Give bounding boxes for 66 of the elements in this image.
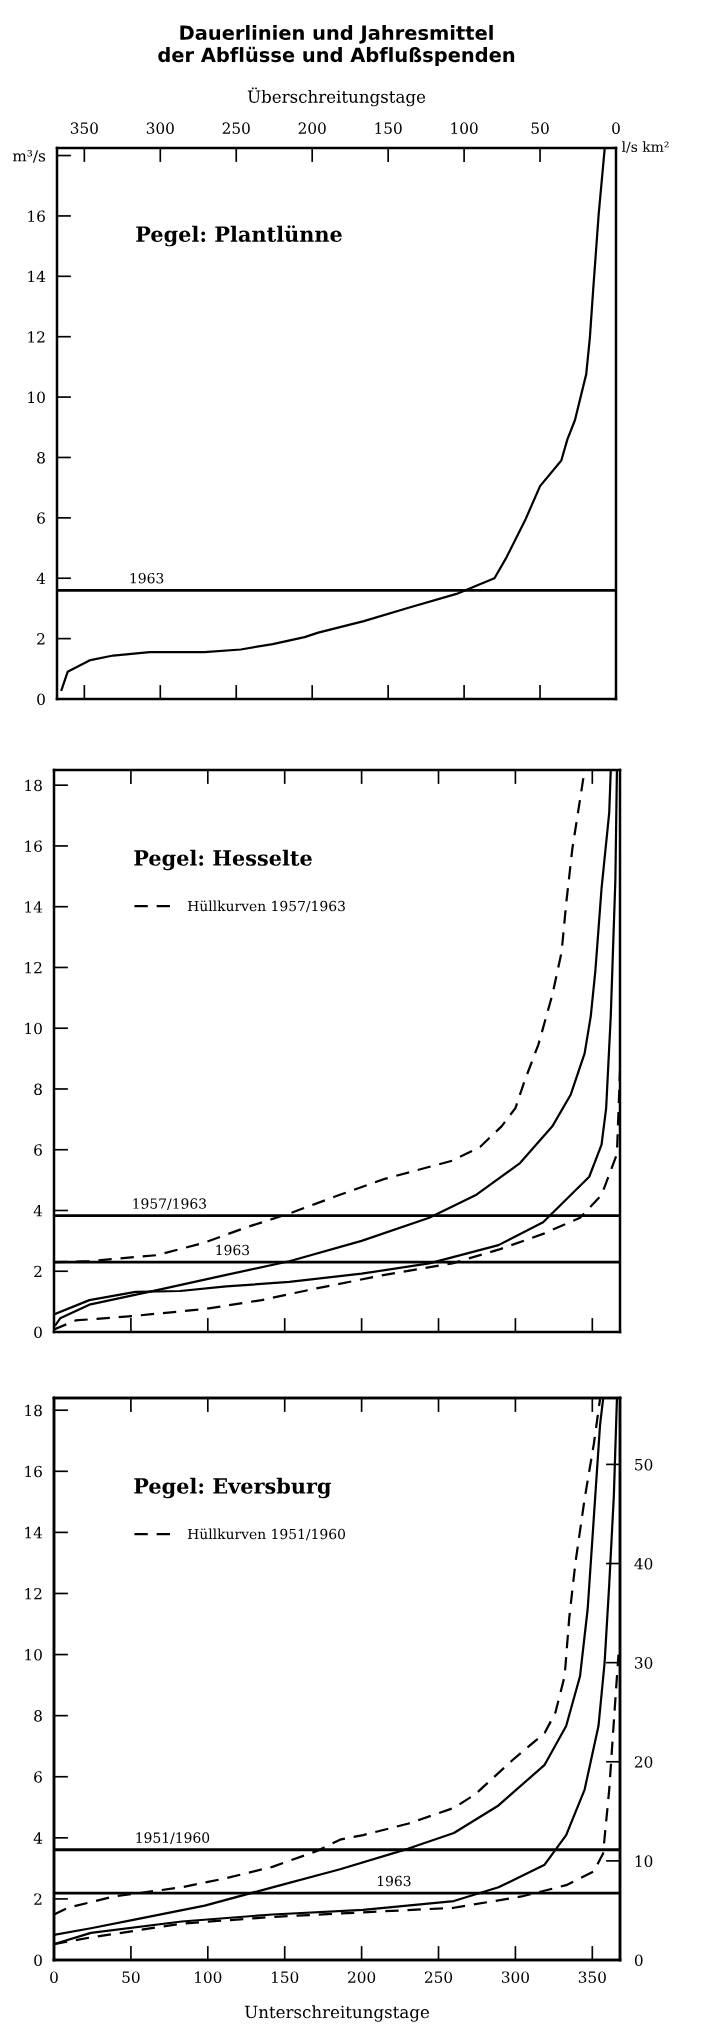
x-tick-label: 350 [578, 1971, 606, 1983]
y-tick-label: 6 [37, 512, 45, 524]
annotation: Pegel: Eversburg [134, 1477, 332, 1499]
y-tick-label: 14 [28, 270, 46, 283]
y-tick-label: 10 [25, 1022, 42, 1035]
annotation: 1963 [216, 1244, 250, 1256]
y2-tick-label: 0 [634, 1954, 643, 1967]
x-tick-label: 50 [531, 122, 549, 134]
y-tick-label: 6 [34, 1771, 42, 1783]
y-tick-label: 18 [25, 1404, 42, 1417]
x-tick-label: 200 [348, 1971, 376, 1983]
annotation: 1963 [377, 1875, 411, 1887]
x-tick-label: 200 [298, 122, 326, 134]
y2-tick-label: 10 [635, 1855, 653, 1867]
y2-tick-label: 30 [635, 1657, 653, 1669]
annotation: 1951/1960 [136, 1832, 210, 1844]
y-tick-label: 12 [28, 331, 45, 343]
x-tick-label: 300 [146, 122, 174, 134]
y-tick-label: 12 [25, 961, 42, 974]
annotation: Pegel: Plantlünne [136, 225, 342, 247]
annotation: 1957/1963 [133, 1198, 207, 1210]
y-tick-label: 0 [34, 1954, 42, 1967]
legend-label: Hüllkurven 1957/1963 [187, 900, 345, 913]
annotation: 1963 [130, 572, 164, 584]
y-tick-label: 14 [25, 901, 43, 913]
y-tick-label: 0 [37, 693, 45, 706]
x-tick-label: 250 [424, 1971, 453, 1983]
y-tick-label: 2 [34, 1265, 42, 1278]
x-tick-label: 100 [451, 122, 478, 134]
x-tick-label: 0 [612, 122, 620, 134]
y-tick-label: 0 [34, 1326, 42, 1339]
y-tick-label: m³/s [12, 150, 46, 163]
y2-tick-label: 50 [635, 1458, 653, 1471]
y-tick-label: 16 [25, 1465, 42, 1478]
x-tick-label: 350 [70, 122, 98, 134]
y-tick-label: 2 [34, 1893, 42, 1905]
y-tick-label: 8 [34, 1083, 42, 1095]
x-tick-label: 150 [271, 1971, 299, 1983]
y-tick-label: 12 [25, 1587, 42, 1600]
x-tick-label: 50 [122, 1971, 140, 1983]
y2-tick-label: 40 [634, 1557, 653, 1570]
y-tick-label: 16 [25, 840, 42, 852]
text: l/s km² [621, 141, 669, 154]
x-axis-title: Überschreitungstage [247, 87, 426, 107]
y-tick-label: 4 [36, 572, 46, 585]
x-axis-title: Unterschreitungstage [244, 2005, 429, 2022]
x-tick-label: 100 [195, 1971, 222, 1983]
x-tick-label: 150 [375, 122, 402, 134]
y-tick-label: 18 [25, 779, 42, 792]
chart-title: Dauerlinien und Jahresmittel der Abflüsse und Abflußspenden [158, 25, 515, 66]
y2-tick-label: 20 [634, 1756, 653, 1768]
y-tick-label: 6 [34, 1144, 42, 1156]
y-tick-label: 16 [28, 210, 45, 222]
x-tick-label: 0 [50, 1971, 58, 1983]
y-tick-label: 10 [28, 391, 45, 404]
y-tick-label: 10 [25, 1649, 42, 1661]
y-tick-label: 2 [37, 633, 45, 645]
x-tick-label: 250 [222, 122, 250, 134]
x-tick-label: 300 [502, 1971, 529, 1983]
y-tick-label: 8 [34, 1710, 42, 1722]
annotation: Pegel: Hesselte [134, 849, 312, 871]
y-tick-label: 14 [25, 1526, 43, 1539]
y-tick-label: 8 [37, 451, 45, 464]
y-tick-label: 4 [33, 1832, 43, 1844]
legend-label: Hüllkurven 1951/1960 [187, 1528, 346, 1541]
y-tick-label: 4 [33, 1204, 43, 1217]
